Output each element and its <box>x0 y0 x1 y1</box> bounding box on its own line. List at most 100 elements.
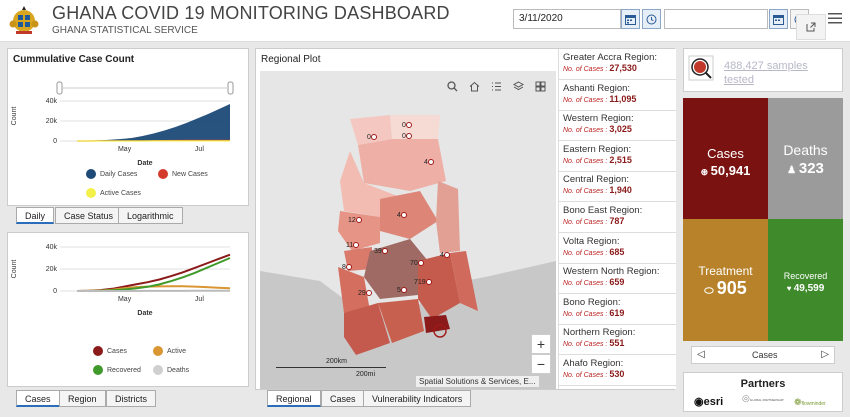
expand-button[interactable] <box>796 14 826 40</box>
map-label-upper-west: 0 <box>367 134 377 141</box>
hamburger-menu-button[interactable] <box>828 11 842 24</box>
map-basemap-button[interactable] <box>532 78 548 94</box>
volta-region <box>450 251 478 311</box>
tab-logarithmic[interactable]: Logarithmic <box>118 207 183 224</box>
region-list-item[interactable]: Volta Region: No. of Cases :685 <box>559 233 676 264</box>
tab-regional[interactable]: Regional <box>267 390 321 407</box>
scale-mi: 200mi <box>356 371 376 378</box>
region-name: Eastern Region: <box>563 143 632 155</box>
region-case-count: No. of Cases :2,515 <box>563 154 632 165</box>
region-name: Bono East Region: <box>563 205 643 216</box>
cumulative-chart-title: Cummulative Case Count <box>13 54 135 65</box>
region-case-count: No. of Cases :27,530 <box>563 63 637 73</box>
prev-arrow-icon[interactable]: ◁ <box>697 349 705 360</box>
legend-cases[interactable]: Cases <box>93 346 127 356</box>
map-label-greater-accra: 719 <box>414 279 432 286</box>
regional-map[interactable] <box>260 71 556 389</box>
legend-active[interactable]: Active <box>153 346 186 356</box>
map-label-western-north: 8 <box>342 264 352 271</box>
recovered-tile-value: ♥ 49,599 <box>786 283 825 294</box>
bono-region <box>338 211 380 251</box>
recovered-tile-label: Recovered <box>783 271 828 281</box>
next-arrow-icon[interactable]: ▷ <box>821 349 829 360</box>
samples-tested-text[interactable]: 488,427 samples tested <box>724 60 808 86</box>
region-list-item[interactable]: Ahafo Region: No. of Cases :530 <box>559 355 676 386</box>
region-list-item[interactable]: Ashanti Region: No. of Cases :11,095 <box>559 80 676 111</box>
deaths-tile[interactable]: Deaths ♟ 323 <box>768 98 843 219</box>
y-tick-label: 20k <box>46 266 58 273</box>
map-panel: Regional Plot 0 0 4 0 12 4 11 39 70 8 71… <box>255 48 676 390</box>
series-area-daily-cases <box>77 104 230 141</box>
y-tick-label: 0 <box>53 138 57 145</box>
treatment-tile-label: Treatment <box>698 264 753 278</box>
tile-nav-label: Cases <box>752 350 778 360</box>
x-axis-label: Date <box>137 310 152 317</box>
map-label-upper-east: 0 <box>402 122 412 129</box>
clock-button[interactable] <box>642 9 661 29</box>
globe-icon: ◉ <box>694 396 704 408</box>
oti-region <box>436 181 460 253</box>
y-tick-label: 0 <box>53 288 57 295</box>
legend-new-cases[interactable]: New Cases <box>158 169 208 179</box>
recovered-tile[interactable]: Recovered ♥ 49,599 <box>768 219 843 341</box>
map-search-button[interactable] <box>444 78 460 94</box>
region-list-item[interactable]: Bono East Region: No. of Cases :787 <box>559 202 676 233</box>
region-list-item[interactable]: Bono Region: No. of Cases :619 <box>559 294 676 325</box>
pill-icon: ⬭ <box>704 285 717 297</box>
page-subtitle: GHANA STATISTICAL SERVICE <box>52 25 198 36</box>
legend-recovered[interactable]: Recovered <box>93 365 141 375</box>
tab-case-status[interactable]: Case Status <box>55 207 123 224</box>
person-icon: ♟ <box>787 165 799 176</box>
legend-deaths[interactable]: Deaths <box>153 365 189 375</box>
northern-region <box>358 139 446 191</box>
legend-active-cases[interactable]: Active Cases <box>86 188 141 198</box>
esri-logo[interactable]: ◉esri <box>694 396 724 408</box>
virus-icon: ⊛ <box>700 167 711 177</box>
deaths-tile-label: Deaths <box>783 142 828 158</box>
tab-districts[interactable]: Districts <box>106 390 156 407</box>
tab-map-cases[interactable]: Cases <box>321 390 365 407</box>
end-calendar-button[interactable] <box>769 9 788 29</box>
cases-tile[interactable]: Cases ⊛ 50,941 <box>683 98 768 219</box>
calendar-icon <box>773 14 784 25</box>
y-tick-label: 40k <box>46 98 58 105</box>
region-name: Ashanti Region: <box>563 82 631 94</box>
region-name: Bono Region: <box>563 296 621 308</box>
start-date-input[interactable]: 3/11/2020 <box>513 9 621 29</box>
region-list-item[interactable]: Greater Accra Region: No. of Cases :27,53… <box>559 49 676 80</box>
tab-cases[interactable]: Cases <box>16 390 60 407</box>
deaths-tile-value: ♟ 323 <box>787 160 824 177</box>
zoom-out-button[interactable]: − <box>531 354 551 374</box>
region-name: Western North Region: <box>563 266 660 278</box>
calendar-button[interactable] <box>621 9 640 29</box>
region-list-item[interactable]: Northern Region: No. of Cases :551 <box>559 324 676 356</box>
map-attribution[interactable]: Spatial Solutions & Services, E... <box>416 376 539 387</box>
cases-tile-label: Cases <box>707 146 744 161</box>
map-layers-button[interactable] <box>510 78 526 94</box>
region-list-item[interactable]: Central Region: No. of Cases :1,940 <box>559 171 676 203</box>
map-home-button[interactable] <box>466 78 482 94</box>
calendar-icon <box>625 14 636 25</box>
tab-vulnerability-indicators[interactable]: Vulnerability Indicators <box>363 390 472 407</box>
global-partnership-logo[interactable]: ◎GLOBAL PARTNERSHIP <box>742 393 784 403</box>
tab-daily[interactable]: Daily <box>16 207 55 224</box>
list-icon <box>491 82 501 90</box>
region-list-item[interactable]: Western North Region: No. of Cases :659 <box>559 263 676 295</box>
zoom-in-button[interactable]: + <box>531 334 551 354</box>
end-date-input[interactable] <box>664 9 768 29</box>
region-case-count: No. of Cases :619 <box>563 307 625 318</box>
central-region <box>378 299 424 343</box>
legend-daily-cases[interactable]: Daily Cases <box>86 169 137 179</box>
tab-region[interactable]: Region <box>59 390 106 407</box>
x-tick-label: Jul <box>195 296 204 303</box>
flowminder-logo[interactable]: ❁flowminder <box>794 397 826 407</box>
map-legend-button[interactable] <box>488 78 504 94</box>
x-tick-label: Jul <box>195 146 204 153</box>
region-list-item[interactable]: Western Region: No. of Cases :3,025 <box>559 110 676 142</box>
scale-bar <box>276 367 386 368</box>
map-label-western: 29 <box>358 290 372 297</box>
external-link-icon <box>806 22 816 32</box>
case-status-chart: 0 20k 40k May Jul Count Date <box>11 244 231 317</box>
region-list-item[interactable]: Eastern Region: No. of Cases :2,515 <box>559 141 676 172</box>
treatment-tile[interactable]: Treatment ⬭ 905 <box>683 219 768 341</box>
